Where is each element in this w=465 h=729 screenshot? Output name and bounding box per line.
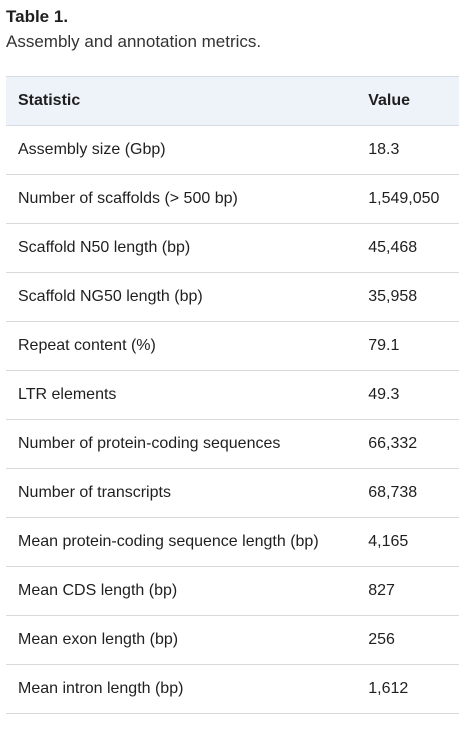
cell-value: 49.3 [356,370,459,420]
metrics-table-container: Statistic Value Assembly size (Gbp) 18.3… [6,76,459,714]
table-row: Mean intron length (bp) 1,612 [6,664,459,714]
table-row: Mean protein-coding sequence length (bp)… [6,517,459,567]
cell-statistic: Assembly size (Gbp) [6,125,357,175]
cell-value: 1,612 [356,664,459,714]
table-row: Assembly size (Gbp) 18.3 [6,125,459,175]
table-title: Table 1. [6,7,69,26]
cell-statistic: LTR elements [6,370,357,420]
header-row: Statistic Value [6,76,459,126]
metrics-table: Statistic Value Assembly size (Gbp) 18.3… [6,76,459,714]
cell-value: 45,468 [356,223,459,273]
cell-statistic: Mean CDS length (bp) [6,566,357,616]
table-row: Number of scaffolds (> 500 bp) 1,549,050 [6,174,459,224]
table-caption: Table 1. Assembly and annotation metrics… [0,0,465,53]
cell-value: 18.3 [356,125,459,175]
cell-statistic: Scaffold N50 length (bp) [6,223,357,273]
cell-statistic: Mean intron length (bp) [6,664,357,714]
table-row: Number of transcripts 68,738 [6,468,459,518]
cell-value: 1,549,050 [356,174,459,224]
cell-statistic: Mean exon length (bp) [6,615,357,665]
table-header: Statistic Value [6,76,459,126]
table-description: Assembly and annotation metrics. [6,32,262,51]
cell-value: 35,958 [356,272,459,322]
cell-statistic: Scaffold NG50 length (bp) [6,272,357,322]
cell-statistic: Mean protein-coding sequence length (bp) [6,517,357,567]
cell-value: 4,165 [356,517,459,567]
cell-value: 66,332 [356,419,459,469]
cell-value: 79.1 [356,321,459,371]
table-row: Repeat content (%) 79.1 [6,321,459,371]
table-row: Scaffold NG50 length (bp) 35,958 [6,272,459,322]
header-statistic: Statistic [18,92,81,109]
cell-value: 256 [356,615,459,665]
cell-statistic: Repeat content (%) [6,321,357,371]
cell-statistic: Number of scaffolds (> 500 bp) [6,174,357,224]
table-row: LTR elements 49.3 [6,370,459,420]
header-value: Value [368,92,411,109]
cell-value: 68,738 [356,468,459,518]
table-row: Scaffold N50 length (bp) 45,468 [6,223,459,273]
cell-statistic: Number of protein-coding sequences [6,419,357,469]
table-row: Mean exon length (bp) 256 [6,615,459,665]
cell-value: 827 [356,566,459,616]
table-row: Mean CDS length (bp) 827 [6,566,459,616]
table-body: Assembly size (Gbp) 18.3 Number of scaff… [6,125,459,714]
table-row: Number of protein-coding sequences 66,33… [6,419,459,469]
cell-statistic: Number of transcripts [6,468,357,518]
